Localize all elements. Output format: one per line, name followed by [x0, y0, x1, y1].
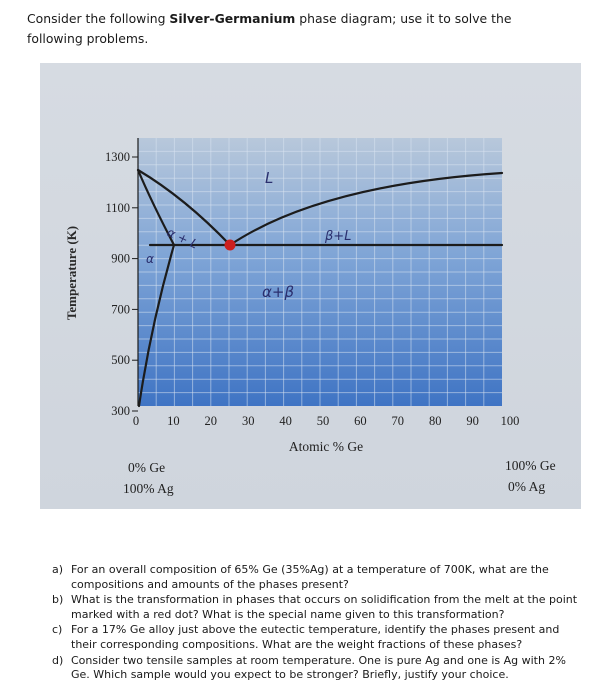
- region-label-beta-liquid: β+L: [324, 229, 351, 244]
- x-tick-label: 40: [279, 414, 292, 428]
- y-tick-label: 900: [111, 252, 130, 266]
- y-tick-labels: 1300 1100 900 700 500 300: [105, 150, 138, 418]
- question-letter: d): [52, 653, 64, 667]
- left-end-ge: 0% Ge: [128, 460, 165, 475]
- solvus-line: [137, 243, 176, 408]
- solidus-line: [136, 168, 176, 247]
- intro-bold-term: Silver-Germanium: [169, 11, 296, 26]
- region-label-alpha-beta: α+β: [262, 283, 294, 301]
- question-item: b) What is the transformation in phases …: [52, 593, 582, 622]
- question-letter: c): [52, 623, 63, 637]
- x-tick-label: 50: [317, 414, 330, 428]
- x-tick-label: 30: [242, 414, 255, 428]
- phase-diagram: 1300 1100 900 700 500 300 0 10 20 30 40 50 60 70 80 90…: [64, 138, 556, 496]
- x-tick-labels: 0 10 20 30 40 50 60 70 80 90 100: [133, 414, 520, 428]
- x-tick-label: 60: [354, 414, 367, 428]
- question-list: a) For an overall composition of 65% Ge …: [52, 563, 582, 684]
- phase-diagram-photo: 1300 1100 900 700 500 300 0 10 20 30 40 50 60 70 80 90…: [40, 63, 581, 509]
- right-end-ag: 0% Ag: [508, 479, 545, 494]
- y-tick-label: 700: [111, 302, 130, 316]
- x-tick-label: 70: [392, 414, 405, 428]
- x-axis-label: Atomic % Ge: [289, 439, 363, 454]
- x-tick-label: 80: [429, 414, 442, 428]
- left-end-ag: 100% Ag: [123, 481, 174, 496]
- x-tick-label: 90: [466, 414, 479, 428]
- x-tick-label: 100: [501, 414, 520, 428]
- intro-prefix: Consider the following: [27, 11, 170, 26]
- problem-intro: Consider the following Silver-Germanium …: [27, 9, 567, 49]
- plot-grid: [138, 138, 502, 406]
- x-tick-label: 10: [167, 414, 180, 428]
- y-tick-label: 500: [111, 353, 130, 367]
- eutectic-point-dot: [224, 239, 236, 251]
- question-letter: b): [52, 593, 64, 607]
- intro-suffix: phase diagram; use it to solve the follo…: [27, 11, 512, 46]
- question-text: What is the transformation in phases tha…: [71, 593, 578, 621]
- question-text: For an overall composition of 65% Ge (35…: [71, 563, 549, 591]
- question-text: For a 17% Ge alloy just above the eutect…: [71, 623, 560, 651]
- x-tick-label: 20: [205, 414, 218, 428]
- region-label-alpha: α: [146, 252, 154, 266]
- y-tick-label: 300: [111, 404, 130, 418]
- question-letter: a): [52, 563, 64, 576]
- question-item: c) For a 17% Ge alloy just above the eut…: [52, 623, 582, 652]
- region-label-liquid: L: [265, 169, 273, 187]
- question-item: d) Consider two tensile samples at room …: [52, 654, 582, 683]
- question-item: a) For an overall composition of 65% Ge …: [52, 563, 582, 592]
- liquidus-left-line: [136, 168, 232, 247]
- right-end-ge: 100% Ge: [505, 458, 556, 473]
- y-tick-label: 1300: [105, 150, 130, 164]
- y-axis-label: Temperature (K): [64, 226, 79, 320]
- liquidus-right-line: [228, 171, 504, 247]
- question-text: Consider two tensile samples at room tem…: [71, 653, 566, 682]
- x-tick-label: 0: [133, 414, 139, 428]
- y-tick-label: 1100: [105, 201, 130, 215]
